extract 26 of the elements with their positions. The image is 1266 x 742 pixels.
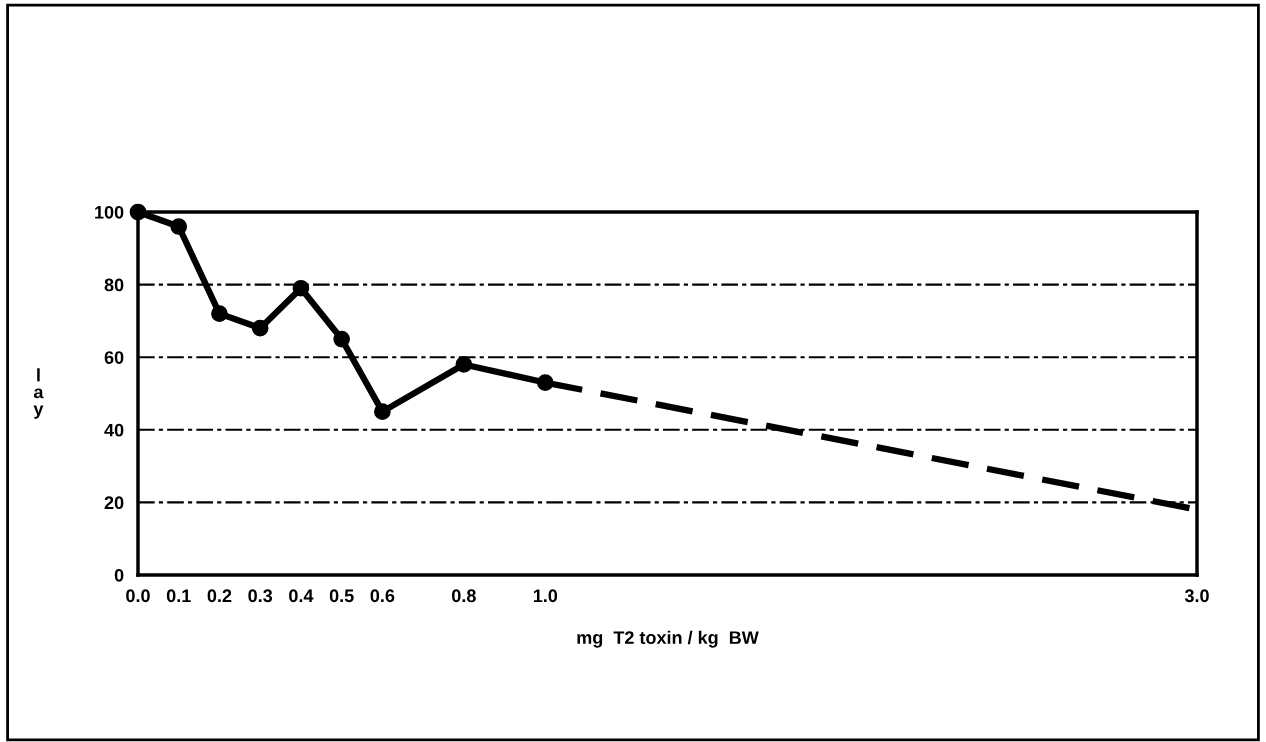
point [211,305,228,322]
y-axis-title: lay [33,368,44,419]
y-tick-label: 40 [104,423,124,437]
point [455,356,473,373]
x-tick-label: 0.5 [329,589,354,603]
x-tick-label: 0.4 [289,589,314,603]
y-tick-label: 80 [104,278,124,292]
y-tick-label: 100 [95,205,124,219]
point [129,203,147,221]
x-tick-label: 0.2 [207,589,232,603]
x-tick-label: 0.1 [166,589,191,603]
y-tick-label: 20 [104,496,124,510]
point [292,279,310,297]
x-tick-label: 0.6 [370,589,395,603]
x-tick-label: 0.8 [452,589,476,603]
point [333,330,350,348]
point [251,319,269,337]
y-tick-label: 60 [104,351,124,364]
point [170,218,188,235]
x-tick-label: 1.0 [533,589,558,603]
x-tick-label: 3.0 [1184,589,1209,603]
y-tick-label: 0 [114,568,124,582]
x-tick-label: 0.3 [248,589,273,603]
x-tick-label: 0.0 [126,589,150,603]
point [374,403,391,420]
x-axis-title: mg T2 toxin / kg BW [577,630,759,648]
